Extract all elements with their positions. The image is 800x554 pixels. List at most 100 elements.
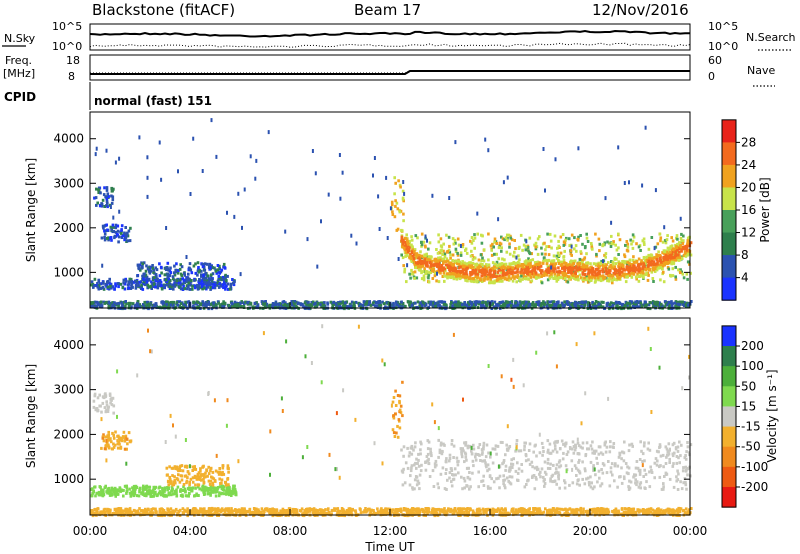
echo-cell <box>495 242 498 245</box>
echo-cell <box>571 305 575 309</box>
echo-cell <box>537 263 541 267</box>
echo-cell <box>593 305 597 309</box>
echo-cell <box>363 300 367 304</box>
echo-cell <box>220 268 224 272</box>
echo-cell <box>603 241 607 245</box>
echo-cell <box>547 266 550 270</box>
echo-cell <box>497 257 501 261</box>
echo-cell <box>559 303 563 307</box>
echo-cell <box>113 511 116 515</box>
echo-cell <box>223 302 227 306</box>
echo-cell <box>601 305 605 309</box>
echo-cell <box>134 284 138 287</box>
echo-cell <box>248 512 252 516</box>
echo-cell <box>196 273 199 277</box>
echo-cell <box>314 301 317 305</box>
echo-cell <box>542 510 546 514</box>
echo-cell <box>168 304 171 308</box>
echo-cell <box>182 278 186 282</box>
echo-cell <box>160 284 163 287</box>
echo-cell <box>416 261 420 265</box>
echo-cell <box>468 300 472 304</box>
echo-cell <box>607 261 610 265</box>
echo-cell <box>516 303 520 307</box>
echo-cell <box>479 277 482 281</box>
echo-cell <box>128 277 132 281</box>
echo-cell <box>519 301 522 305</box>
echo-cell <box>218 508 222 512</box>
echo-cell <box>158 510 161 514</box>
echo-cell <box>664 303 668 307</box>
echo-cell <box>374 512 377 515</box>
echo-cell <box>222 262 226 266</box>
echo-cell <box>457 259 460 263</box>
echo-cell <box>166 268 169 271</box>
echo-cell <box>661 240 665 244</box>
echo-cell <box>213 266 216 270</box>
echo-cell <box>186 514 189 518</box>
echo-cell <box>204 271 207 275</box>
echo-cell <box>171 283 174 287</box>
echo-cell <box>290 300 293 304</box>
echo-cell <box>112 215 115 220</box>
echo-cell <box>112 230 116 233</box>
echo-cell <box>387 302 390 306</box>
echo-cell <box>339 196 342 201</box>
echo-cell <box>459 263 462 267</box>
echo-cell <box>240 508 243 512</box>
echo-cell <box>137 266 140 270</box>
echo-cell <box>636 272 639 276</box>
echo-cell <box>228 287 232 291</box>
echo-cell <box>432 301 435 305</box>
echo-cell <box>557 262 561 265</box>
echo-cell <box>437 300 441 304</box>
echo-cell <box>442 302 446 306</box>
echo-cell <box>154 302 158 306</box>
echo-cell <box>594 273 597 277</box>
echo-cell <box>458 274 462 278</box>
echo-cell <box>638 270 642 274</box>
echo-cell <box>420 244 423 248</box>
echo-cell <box>365 301 369 304</box>
echo-cell <box>472 277 475 281</box>
echo-cell <box>607 267 610 271</box>
echo-cell <box>623 275 627 279</box>
echo-cell <box>555 256 559 260</box>
echo-cell <box>195 302 198 306</box>
echo-cell <box>146 194 149 199</box>
echo-cell <box>110 201 114 205</box>
echo-cell <box>146 267 150 271</box>
echo-cell <box>210 277 214 281</box>
echo-cell <box>395 303 398 307</box>
echo-cell <box>440 266 443 270</box>
echo-cell <box>678 241 681 245</box>
echo-cell <box>201 262 204 266</box>
echo-cell <box>581 261 584 264</box>
echo-cell <box>239 305 243 308</box>
echo-cell <box>158 262 161 266</box>
echo-cell <box>535 301 538 304</box>
echo-cell <box>590 245 594 249</box>
echo-cell <box>143 300 146 304</box>
echo-cell <box>540 246 543 250</box>
echo-cell <box>422 240 426 244</box>
echo-cell <box>513 239 516 242</box>
echo-cell <box>526 269 529 273</box>
echo-cell <box>578 273 582 277</box>
echo-cell <box>142 261 146 265</box>
echo-cell <box>598 266 601 270</box>
echo-cell <box>110 228 113 232</box>
echo-cell <box>583 276 586 280</box>
y-tick-label: 3000 <box>53 176 84 190</box>
echo-cell <box>654 303 658 306</box>
echo-cell <box>111 285 114 289</box>
echo-cell <box>592 262 596 266</box>
echo-cell <box>481 263 484 266</box>
echo-cell <box>658 232 662 236</box>
echo-cell <box>529 275 533 279</box>
echo-cell <box>251 305 254 309</box>
echo-cell <box>451 264 455 267</box>
echo-cell <box>172 277 175 281</box>
echo-cell <box>688 242 691 246</box>
